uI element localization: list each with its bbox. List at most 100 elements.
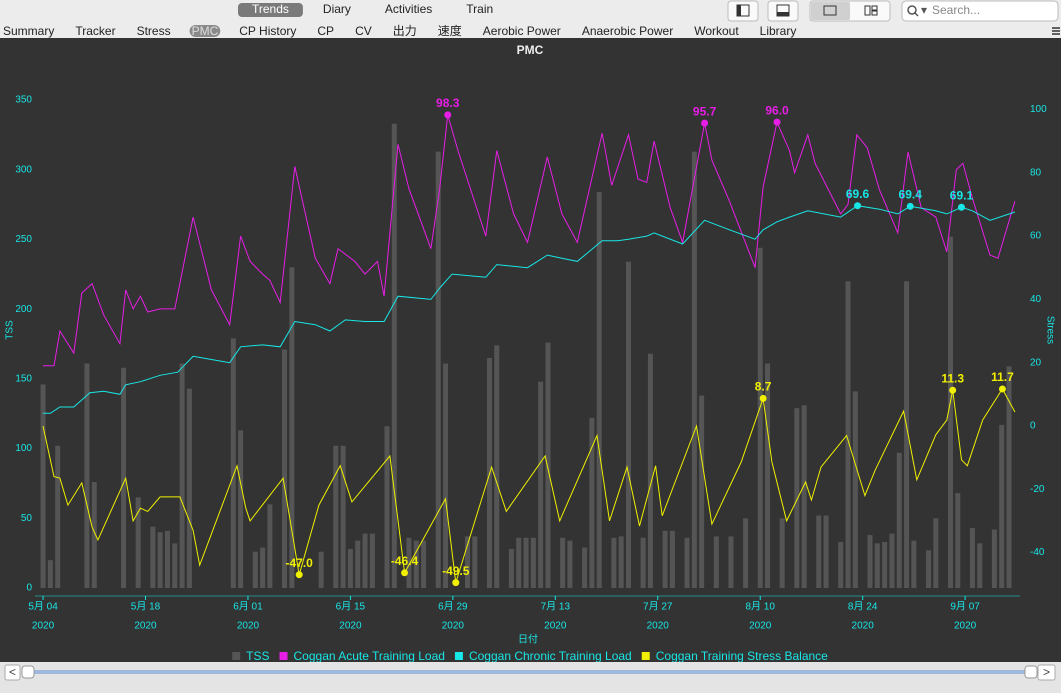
bar [172, 543, 178, 588]
bar [801, 405, 807, 588]
data-label: -47.0 [285, 556, 313, 570]
point-marker [295, 571, 303, 579]
tab[interactable]: CP [317, 24, 334, 38]
range-slider [0, 662, 1061, 693]
x-tick-year: 2020 [544, 621, 567, 632]
bar [977, 543, 983, 588]
bar [669, 530, 675, 588]
view-label: Diary [323, 2, 351, 16]
bar [508, 548, 514, 588]
tab[interactable]: CV [355, 24, 372, 38]
tab[interactable]: PMC [192, 24, 219, 38]
plot: 0 50 100 150 200 250 300 350 -40 -20 0 20 40 60 80 100 5… [15, 95, 1047, 632]
search-box[interactable] [901, 0, 1059, 22]
bar [252, 551, 258, 588]
bar [282, 349, 288, 588]
point-marker [906, 202, 914, 210]
tab[interactable]: 出力 [393, 24, 417, 38]
bar [757, 247, 763, 588]
bar [318, 551, 324, 588]
tab-bar: Summary Tracker Stress PMC CP History CP CV 出力 速… [3, 23, 796, 38]
bar [472, 536, 478, 588]
x-tick-year: 2020 [339, 621, 362, 632]
bar [91, 482, 97, 588]
icon [777, 12, 789, 16]
data-label: 95.7 [693, 104, 717, 118]
legend-swatch [641, 652, 650, 660]
y2-tick-label: 40 [1030, 294, 1042, 305]
bar [582, 547, 588, 588]
point-marker [401, 569, 409, 577]
arrow: < [9, 665, 16, 679]
bar [625, 261, 631, 588]
x-tick-label: 7月 13 [541, 601, 571, 613]
y2-tick-label: 0 [1030, 421, 1036, 432]
data-label: 8.7 [755, 380, 772, 394]
y-tick-label: 350 [15, 95, 32, 106]
tab[interactable]: Workout [694, 24, 739, 38]
point-marker [773, 118, 781, 126]
bar [874, 543, 880, 588]
y2-tick-label: -20 [1030, 484, 1045, 495]
bar [369, 533, 375, 588]
y-tick-label: 0 [26, 583, 32, 594]
bar [384, 426, 390, 588]
tab[interactable]: Summary [3, 24, 54, 38]
bar [538, 381, 544, 588]
bar [289, 267, 295, 588]
tab[interactable]: Aerobic Power [483, 24, 561, 38]
line [43, 114, 1016, 367]
bar [794, 408, 800, 588]
x-tick-label: 8月 10 [745, 601, 775, 613]
x-tick-year: 2020 [134, 621, 157, 632]
point-marker [949, 386, 957, 394]
legend-label: Coggan Chronic Training Load [469, 649, 632, 663]
bar [157, 532, 163, 588]
tab-selected [189, 25, 221, 37]
bar [684, 537, 690, 588]
bar [596, 192, 602, 588]
x-tick-year: 2020 [237, 621, 260, 632]
x-tick-year: 2020 [852, 621, 875, 632]
tab[interactable]: Tracker [75, 24, 115, 38]
bar [238, 430, 244, 588]
x-tick-year: 2020 [749, 621, 772, 632]
x-tick-year: 2020 [954, 621, 977, 632]
y2-tick-label: 20 [1030, 357, 1042, 368]
y2-tick-label: 80 [1030, 167, 1042, 178]
y-axis-label: TSS [5, 320, 16, 340]
bar [713, 536, 719, 588]
bar [347, 548, 353, 588]
bar [991, 529, 997, 588]
scroll-right[interactable] [1037, 664, 1056, 681]
icon [864, 5, 871, 16]
bar [230, 338, 236, 588]
x-tick-label: 6月 01 [233, 601, 263, 613]
tab[interactable]: Stress [137, 24, 171, 38]
legend-label: Coggan Training Stress Balance [656, 649, 828, 663]
bar [567, 540, 573, 588]
tab[interactable]: CP History [239, 24, 296, 38]
tab[interactable]: Anaerobic Power [582, 24, 673, 38]
x-tick-year: 2020 [647, 621, 670, 632]
bar [530, 537, 536, 588]
slider-handle[interactable] [21, 665, 35, 679]
bar [728, 536, 734, 588]
bottom-panel-button[interactable] [767, 0, 799, 22]
y2-tick-label: -40 [1030, 547, 1045, 558]
tab[interactable]: 速度 [438, 23, 462, 38]
scroll-left[interactable] [4, 664, 21, 681]
view-tab[interactable] [238, 3, 303, 17]
view-label: Train [466, 2, 493, 16]
icon [737, 5, 741, 16]
bar [121, 367, 127, 588]
bar [779, 518, 785, 588]
sidebar-button[interactable] [727, 0, 759, 22]
view-label: Activities [385, 2, 432, 16]
bar [933, 518, 939, 588]
slider-handle[interactable] [1024, 665, 1038, 679]
menu-icon[interactable] [1052, 27, 1060, 35]
tab[interactable]: Library [760, 24, 797, 38]
bar [421, 540, 427, 588]
